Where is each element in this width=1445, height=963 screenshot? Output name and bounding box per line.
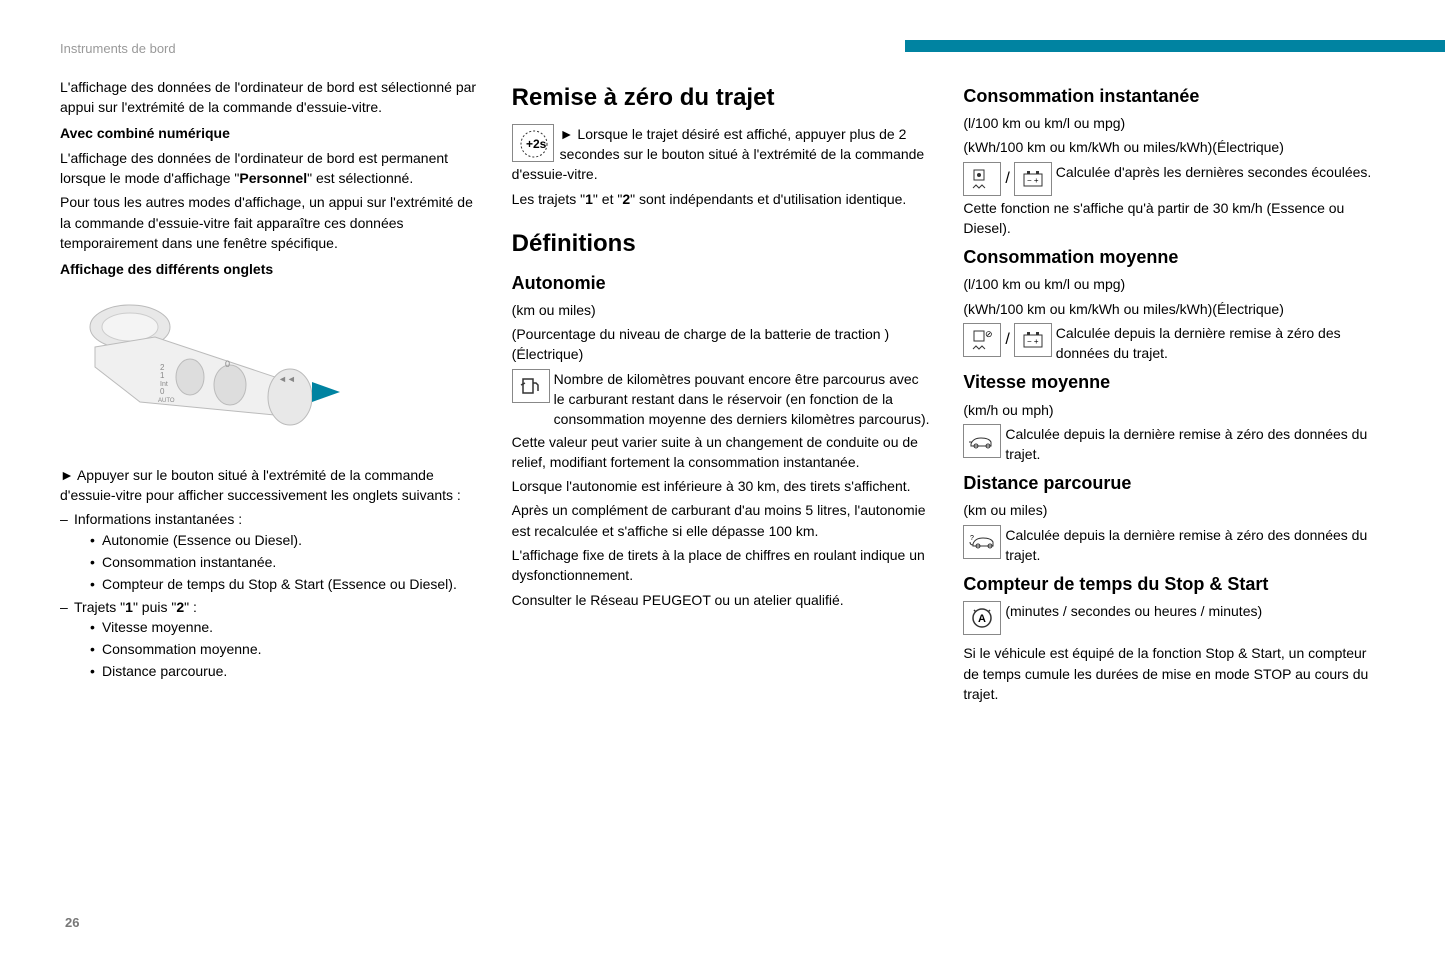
- dist-u: (km ou miles): [963, 500, 1385, 520]
- svg-text:0: 0: [160, 387, 165, 396]
- list-item: Compteur de temps du Stop & Start (Essen…: [102, 574, 482, 594]
- inst-u2: (kWh/100 km ou km/kWh ou miles/kWh)(Élec…: [963, 137, 1385, 157]
- inst-p2: Cette fonction ne s'affiche qu'à partir …: [963, 198, 1385, 239]
- moy-u2: (kWh/100 km ou km/kWh ou miles/kWh)(Élec…: [963, 299, 1385, 319]
- auto-p2: Cette valeur peut varier suite à un chan…: [512, 432, 934, 473]
- svg-text:◄◄: ◄◄: [278, 374, 296, 384]
- inst-icon-row: / − + Calculée d'après les dernières sec…: [963, 162, 1385, 196]
- svg-text:+2s: +2s: [526, 137, 547, 151]
- heading-dist: Distance parcourue: [963, 470, 1385, 496]
- auto-icon-text: Nombre de kilomètres pouvant encore être…: [554, 369, 934, 430]
- column-3: Consommation instantanée (l/100 km ou km…: [963, 77, 1385, 709]
- page-number: 26: [65, 914, 79, 933]
- heading-onglets: Affichage des différents onglets: [60, 259, 482, 279]
- svg-text:AUTO: AUTO: [158, 398, 175, 404]
- instruction-press: ► Appuyer sur le bouton situé à l'extrém…: [60, 465, 482, 506]
- heading-moy: Consommation moyenne: [963, 244, 1385, 270]
- svg-text:⊘: ⊘: [985, 329, 993, 339]
- combine-text-2: Pour tous les autres modes d'affichage, …: [60, 192, 482, 253]
- auto-p6: Consulter le Réseau PEUGEOT ou un atelie…: [512, 590, 934, 610]
- list-item: Vitesse moyenne.: [102, 617, 482, 637]
- moy-u1: (l/100 km ou km/l ou mpg): [963, 274, 1385, 294]
- heading-inst: Consommation instantanée: [963, 83, 1385, 109]
- dist-text: Calculée depuis la dernière remise à zér…: [1005, 525, 1385, 566]
- battery-icon: − +: [1014, 323, 1052, 357]
- wiper-stalk-illustration: 2 1 Int 0 AUTO 0 ◄◄: [60, 292, 350, 452]
- auto-p4: Après un complément de carburant d'au mo…: [512, 500, 934, 541]
- combine-text: L'affichage des données de l'ordinateur …: [60, 148, 482, 189]
- reset-block: +2s ► Lorsque le trajet désiré est affic…: [512, 124, 934, 189]
- column-1: L'affichage des données de l'ordinateur …: [60, 77, 482, 709]
- fuel-pump-icon: [512, 369, 550, 403]
- vit-text: Calculée depuis la dernière remise à zér…: [1005, 424, 1385, 465]
- trips-text: Les trajets "1" et "2" sont indépendants…: [512, 189, 934, 209]
- svg-text:A: A: [978, 613, 986, 625]
- battery-icon: − +: [1014, 162, 1052, 196]
- stop-icon-row: A (minutes / secondes ou heures / minute…: [963, 601, 1385, 635]
- car-speed-icon: [963, 424, 1001, 458]
- heading-combine: Avec combiné numérique: [60, 123, 482, 143]
- stop-u: (minutes / secondes ou heures / minutes): [1005, 601, 1385, 621]
- svg-text:1: 1: [160, 371, 165, 380]
- heading-stop: Compteur de temps du Stop & Start: [963, 571, 1385, 597]
- press-2s-icon: +2s: [512, 124, 554, 162]
- sublist: Vitesse moyenne. Consommation moyenne. D…: [74, 617, 482, 682]
- dual-icon: / − +: [963, 162, 1051, 196]
- stop-start-icon: A: [963, 601, 1001, 635]
- list-item: Informations instantanées : Autonomie (E…: [74, 509, 482, 594]
- svg-text:− +: − +: [1027, 337, 1039, 346]
- auto-unit: (km ou miles): [512, 300, 934, 320]
- heading-reset: Remise à zéro du trajet: [512, 81, 934, 116]
- auto-icon-row: Nombre de kilomètres pouvant encore être…: [512, 369, 934, 430]
- stop-p: Si le véhicule est équipé de la fonction…: [963, 643, 1385, 704]
- moy-icon-row: ⊘ / − + Calculée depuis la dernière remi…: [963, 323, 1385, 364]
- dual-icon: ⊘ / − +: [963, 323, 1051, 357]
- list-item: Distance parcourue.: [102, 661, 482, 681]
- pump-gauge-icon: [963, 162, 1001, 196]
- heading-definitions: Définitions: [512, 227, 934, 262]
- svg-text:?: ?: [970, 535, 974, 542]
- svg-text:0: 0: [225, 359, 230, 369]
- list-item: Consommation instantanée.: [102, 552, 482, 572]
- slash: /: [1005, 167, 1009, 190]
- list-item: Consommation moyenne.: [102, 639, 482, 659]
- svg-text:− +: − +: [1027, 176, 1039, 185]
- heading-autonomie: Autonomie: [512, 270, 934, 296]
- content-columns: L'affichage des données de l'ordinateur …: [60, 77, 1385, 709]
- header-accent-bar: [905, 40, 1445, 52]
- list-item: Trajets "1" puis "2" : Vitesse moyenne. …: [74, 597, 482, 682]
- column-2: Remise à zéro du trajet +2s ► Lorsque le…: [512, 77, 934, 709]
- slash: /: [1005, 328, 1009, 351]
- list-item: Autonomie (Essence ou Diesel).: [102, 530, 482, 550]
- auto-p5: L'affichage fixe de tirets à la place de…: [512, 545, 934, 586]
- reset-text: ► Lorsque le trajet désiré est affiché, …: [512, 124, 934, 185]
- pump-avg-icon: ⊘: [963, 323, 1001, 357]
- sublist: Autonomie (Essence ou Diesel). Consommat…: [74, 530, 482, 595]
- intro-text: L'affichage des données de l'ordinateur …: [60, 77, 482, 118]
- car-distance-icon: ?: [963, 525, 1001, 559]
- inst-u1: (l/100 km ou km/l ou mpg): [963, 113, 1385, 133]
- auto-p3: Lorsque l'autonomie est inférieure à 30 …: [512, 476, 934, 496]
- vit-icon-row: Calculée depuis la dernière remise à zér…: [963, 424, 1385, 465]
- dist-icon-row: ? Calculée depuis la dernière remise à z…: [963, 525, 1385, 566]
- auto-elec: (Pourcentage du niveau de charge de la b…: [512, 324, 934, 365]
- vit-u: (km/h ou mph): [963, 400, 1385, 420]
- moy-text: Calculée depuis la dernière remise à zér…: [1056, 323, 1385, 364]
- tabs-list: Informations instantanées : Autonomie (E…: [60, 509, 482, 681]
- inst-text: Calculée d'après les dernières secondes …: [1056, 162, 1385, 182]
- heading-vit: Vitesse moyenne: [963, 369, 1385, 395]
